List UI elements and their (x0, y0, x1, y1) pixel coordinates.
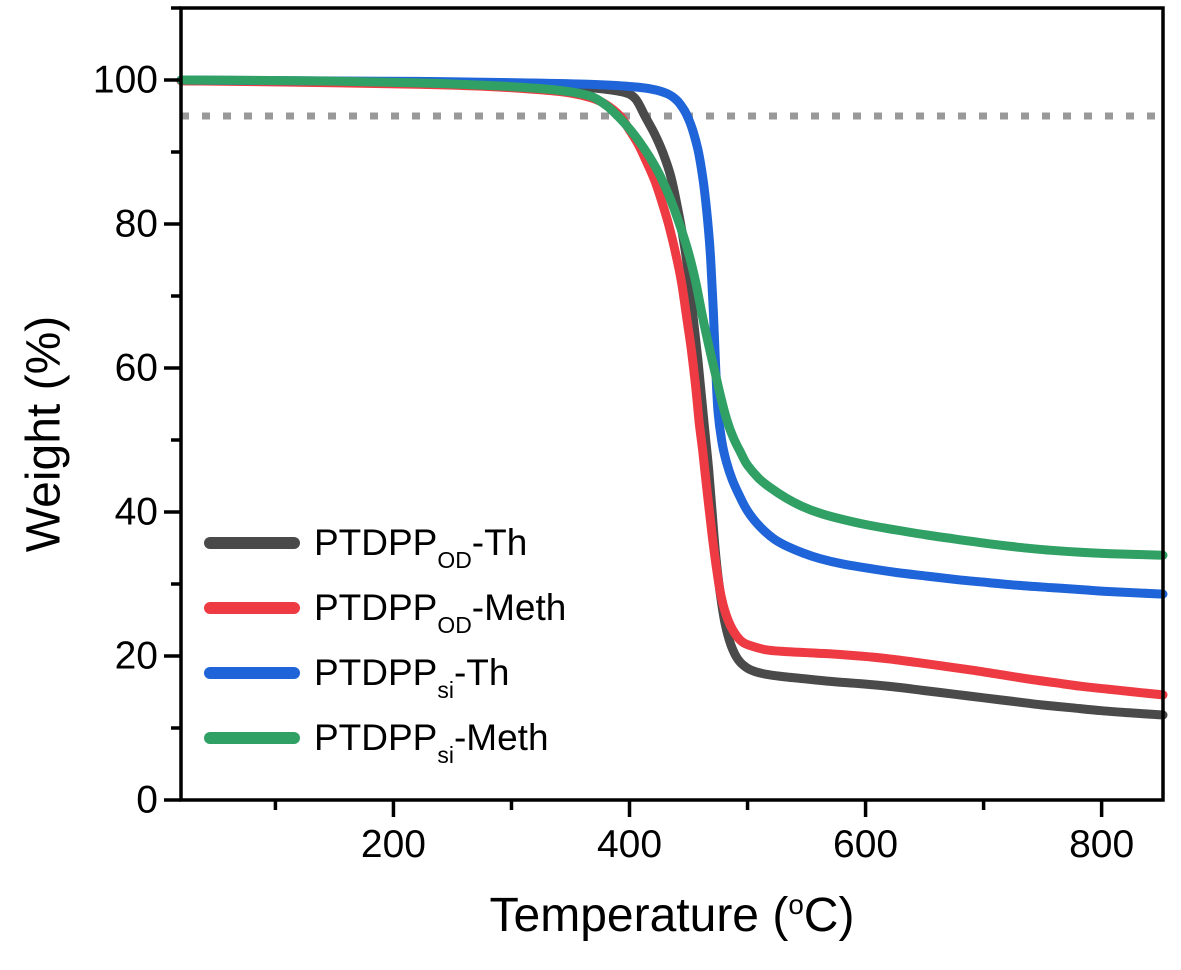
y-tick-label-80: 80 (114, 202, 158, 246)
legend-swatch-ptdpp-od-meth (204, 601, 300, 614)
legend-label-ptdpp-od-meth: PTDPPOD-Meth (314, 587, 567, 639)
plot-frame (179, 6, 1165, 802)
legend-label-ptdpp-si-th: PTDPPsi-Th (314, 652, 510, 704)
x-tick-label-200: 200 (360, 823, 426, 866)
degree-superscript: o (788, 889, 804, 920)
y-tick-label-20: 20 (114, 634, 158, 678)
x-tick-label-400: 400 (596, 823, 663, 866)
y-axis-title: Weight (%) (17, 315, 71, 553)
legend: PTDPPOD-Th PTDPPOD-Meth PTDPPsi-Th PTDPP… (204, 510, 566, 770)
legend-item-ptdpp-od-meth: PTDPPOD-Meth (204, 575, 566, 640)
x-axis-title: Temperature (oC) (490, 888, 855, 943)
legend-swatch-ptdpp-od-th (204, 536, 300, 549)
legend-label-ptdpp-od-th: PTDPPOD-Th (314, 522, 528, 574)
y-tick-label-0: 0 (136, 778, 158, 822)
x-tick-label-800: 800 (1069, 823, 1135, 866)
y-tick-label-40: 40 (114, 490, 158, 534)
y-tick-label-60: 60 (114, 346, 158, 390)
legend-swatch-ptdpp-si-th (204, 666, 300, 679)
legend-swatch-ptdpp-si-meth (204, 731, 300, 744)
series-line-ptdpp-si-th (176, 75, 1168, 599)
legend-item-ptdpp-si-meth: PTDPPsi-Meth (204, 705, 566, 770)
legend-item-ptdpp-od-th: PTDPPOD-Th (204, 510, 566, 575)
x-axis-title-text: Temperature ( (489, 889, 789, 942)
series-line-ptdpp-si-meth (176, 75, 1168, 560)
legend-label-ptdpp-si-meth: PTDPPsi-Meth (314, 717, 549, 769)
x-tick-label-600: 600 (833, 823, 899, 866)
y-tick-label-100: 100 (92, 58, 158, 102)
x-axis-title-unit: C) (803, 889, 855, 942)
legend-item-ptdpp-si-th: PTDPPsi-Th (204, 640, 566, 705)
